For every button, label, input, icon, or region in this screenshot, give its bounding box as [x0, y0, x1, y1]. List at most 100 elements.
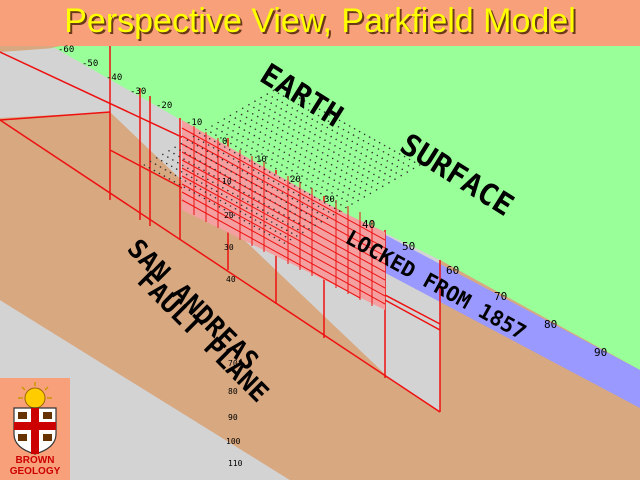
mesh-dot [238, 154, 241, 157]
mesh-dot [226, 133, 228, 136]
mesh-dot [230, 198, 233, 201]
mesh-dot [229, 177, 231, 179]
mesh-dot [265, 162, 267, 164]
mesh-dot [282, 220, 284, 222]
mesh-dot [174, 174, 177, 177]
locked-band [342, 212, 640, 408]
mesh-dot [285, 229, 288, 232]
mesh-dot [359, 158, 361, 161]
mesh-dot [286, 195, 289, 197]
mesh-dot [306, 178, 308, 180]
mesh-dot [260, 215, 263, 218]
mesh-dot [233, 214, 236, 216]
mesh-dot [386, 160, 389, 162]
mesh-dot [199, 188, 202, 191]
mesh-dot [259, 221, 262, 224]
mesh-dot [293, 219, 295, 222]
mesh-dot [296, 138, 299, 140]
mesh-dot [346, 166, 349, 168]
mesh-dot [385, 166, 388, 169]
mesh-dot [237, 195, 239, 197]
mesh-dot [290, 113, 293, 116]
tick-50: 50 [402, 240, 415, 253]
mesh-dot [229, 114, 232, 117]
mesh-dot [228, 120, 231, 123]
mesh-dot [407, 165, 410, 167]
mesh-dot [352, 134, 355, 136]
mesh-dot [243, 219, 246, 222]
mesh-dot [229, 205, 232, 207]
mesh-dot [320, 130, 323, 132]
mesh-dot [381, 185, 384, 188]
depth-40: 40 [226, 275, 236, 284]
mesh-dot [396, 165, 399, 168]
mesh-dot [291, 135, 294, 137]
mesh-dot [208, 172, 210, 174]
mesh-dot [360, 152, 363, 155]
mesh-dot [392, 156, 395, 159]
mesh-dot [271, 124, 274, 126]
mesh-dot [258, 137, 261, 140]
mesh-dot [233, 186, 235, 188]
mesh-dot [264, 224, 267, 227]
mesh-dot [235, 173, 238, 176]
mesh-dot [273, 117, 275, 120]
mesh-dot [387, 153, 390, 156]
mesh-dot [325, 161, 328, 163]
mesh-dot [390, 169, 393, 171]
mesh-dot [368, 136, 371, 138]
mesh-dot [287, 160, 289, 163]
mesh-dot [208, 200, 211, 202]
mesh-dot [225, 168, 228, 170]
mesh-dot [277, 217, 279, 220]
mesh-dot [210, 131, 212, 134]
mesh-dot [173, 180, 176, 183]
mesh-dot [243, 191, 245, 194]
mesh-dot [353, 190, 356, 193]
mesh-dot [228, 211, 231, 214]
mesh-dot [224, 202, 227, 204]
mesh-dot [256, 115, 259, 118]
mesh-dot [296, 172, 298, 175]
mesh-dot [175, 168, 178, 170]
mesh-dot [314, 224, 316, 227]
mesh-dot [316, 211, 319, 214]
mesh-dot [338, 182, 341, 184]
mesh-dot [207, 178, 209, 181]
depth-70: 70 [228, 359, 238, 368]
mesh-dot [270, 193, 273, 195]
mesh-dot [394, 178, 396, 180]
mesh-dot [233, 151, 236, 154]
mesh-dot [189, 154, 191, 157]
mesh-dot [244, 213, 247, 216]
mesh-dot [294, 122, 296, 125]
mesh-dot [277, 155, 279, 157]
mesh-dot [301, 175, 303, 177]
mesh-dot [250, 153, 252, 156]
mesh-dot [332, 123, 335, 125]
mesh-dot [325, 133, 328, 135]
mesh-dot [205, 128, 207, 131]
mesh-dot [288, 182, 291, 184]
mesh-dot [291, 169, 293, 172]
mesh-dot [225, 139, 227, 142]
brown-shield-icon [13, 382, 57, 455]
mesh-dot [234, 208, 237, 210]
mesh-dot [255, 212, 258, 215]
mesh-dot [323, 201, 326, 204]
mesh-dot [268, 233, 271, 236]
mesh-dot [310, 152, 313, 155]
mesh-dot [316, 121, 319, 123]
mesh-dot [254, 128, 257, 131]
mesh-dot [308, 137, 310, 139]
mesh-dot [187, 167, 189, 170]
mesh-dot [389, 175, 391, 178]
mesh-dot [314, 161, 317, 164]
mesh-dot [350, 147, 353, 149]
mesh-dot [240, 176, 243, 178]
mesh-dot [374, 167, 376, 169]
mesh-dot [300, 119, 303, 121]
mesh-dot [301, 112, 304, 115]
mesh-dot [195, 151, 198, 153]
mesh-dot [274, 202, 276, 204]
